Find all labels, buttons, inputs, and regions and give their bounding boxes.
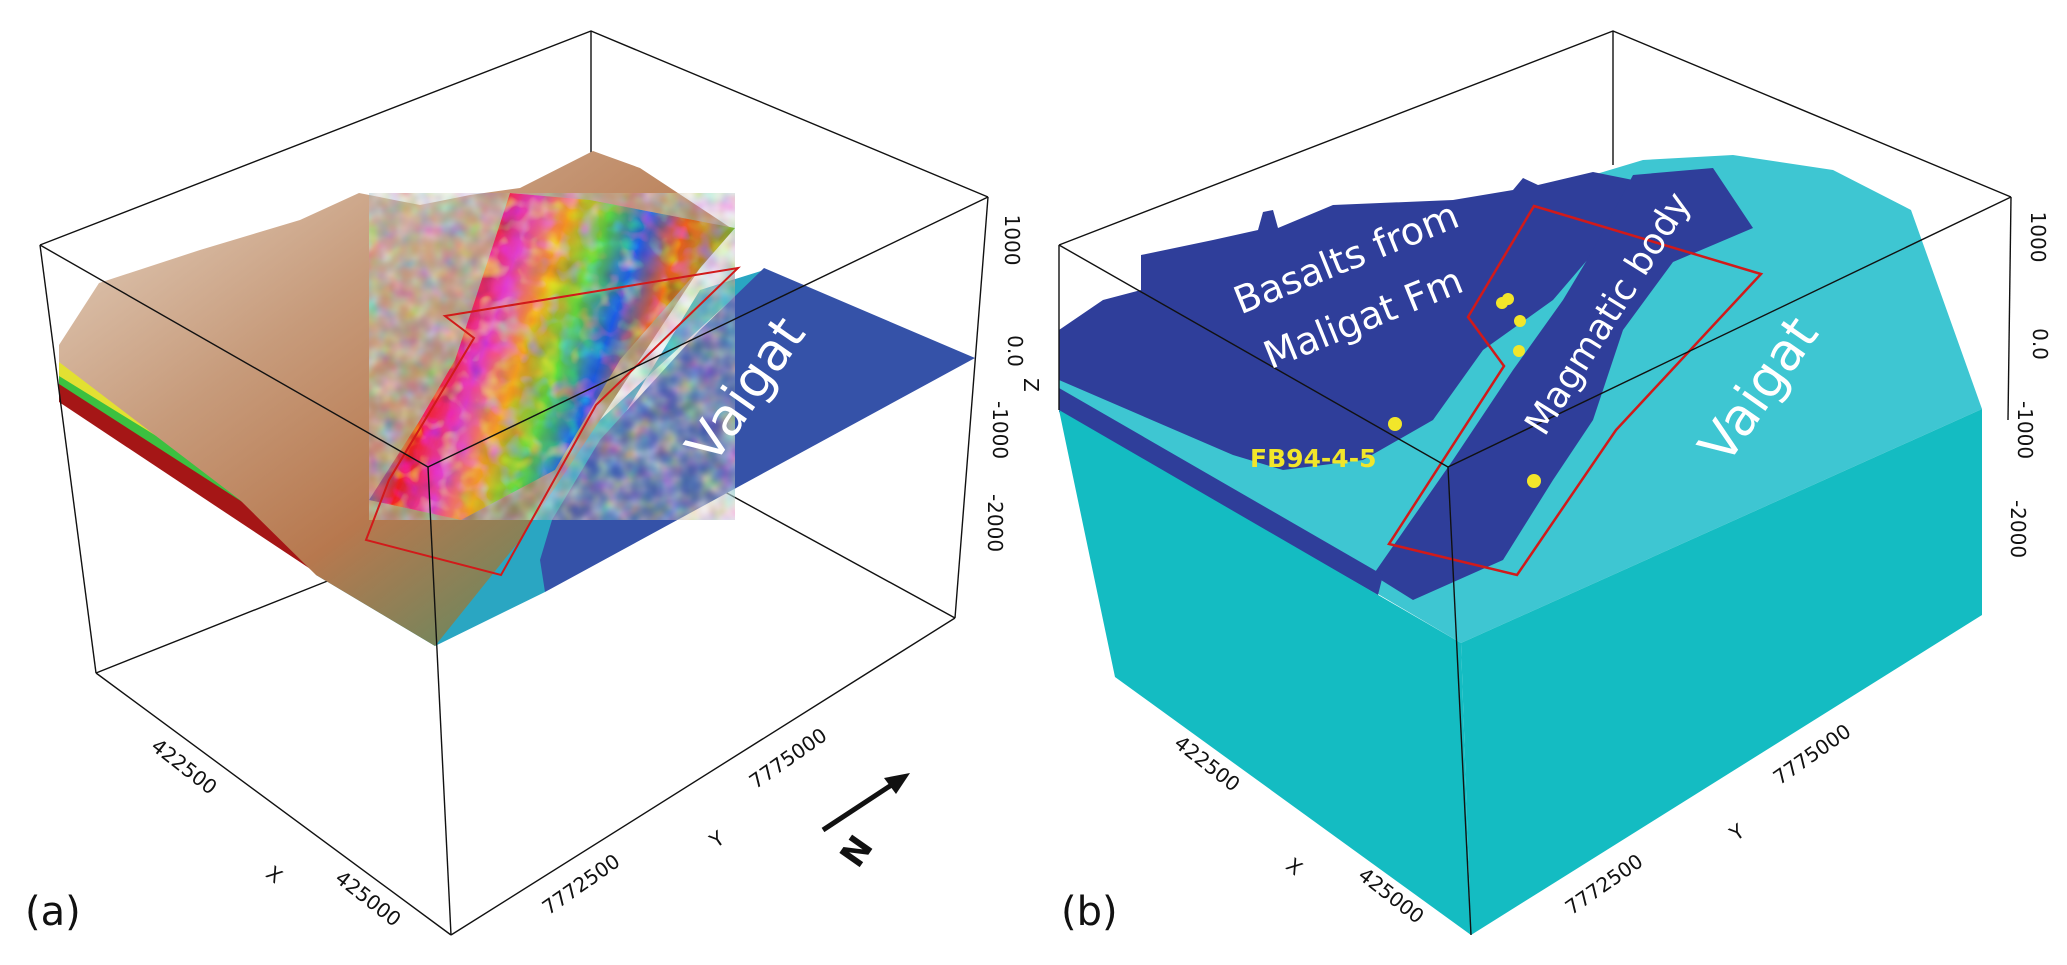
z-tick-label: 1000 [1000,215,1024,266]
z-tick-label: -2000 [2006,500,2030,558]
box-edge [427,196,989,468]
box-edge [95,579,331,674]
y-tick-label: 7772500 [538,849,625,920]
north-label: N [832,829,881,875]
x-tick-label: 425000 [331,866,406,932]
z-tick-label: 0.0 [2028,328,2052,360]
north-arrowhead-icon [884,773,910,794]
north-arrow-icon [821,779,898,833]
box-edge [95,672,452,936]
box-edge [39,244,97,674]
well-point [1502,293,1514,305]
shallow-shelf [316,270,764,646]
z-tick-label: -1000 [988,401,1012,459]
z-axis-label: Z [1019,378,1043,392]
layer-green [59,376,270,520]
well-point [1527,474,1541,488]
well-points [1388,293,1541,488]
box-edge [450,617,956,936]
magnetic-anomaly-map [369,193,735,520]
box-edge [1058,244,1449,468]
box-edge [427,466,452,936]
box-edge [1058,30,2012,246]
y-axis-label: Y [704,825,729,853]
box-edge [1447,466,1472,936]
basalts-region [1059,172,1633,470]
well-point [1514,315,1526,327]
z-tick-label: 0.0 [1003,335,1027,367]
panel-a: Vaigat 1000 0.0 -1000 -2000 Z 422500 425… [25,30,1043,936]
box-edge [39,30,989,246]
water-plane [540,268,975,592]
box-edge [2007,196,2012,421]
basalt-strip [1059,388,1383,595]
north-arrow: N [821,773,910,875]
well-point [1513,345,1525,357]
z-tick-label: -1000 [2013,401,2037,459]
x-axis-label: X [1282,853,1308,881]
panel-label-b: (b) [1061,889,1118,935]
model-left-face [1059,410,1471,935]
panel-b: Basalts from Maligat Fm Magmatic body Va… [1058,30,2052,936]
box-edge [39,244,429,468]
z-tick-label: -2000 [983,494,1007,552]
x-axis-label: X [262,861,288,889]
model-right-face [1461,409,1982,935]
z-tick-label: 1000 [2026,212,2050,263]
box-edge [724,491,956,619]
magmatic-body-region [1373,168,1753,600]
well-label: FB94-4-5 [1250,444,1376,473]
x-tick-label: 422500 [147,734,222,800]
study-area-outline [364,266,741,577]
box-edge [1447,196,2012,468]
box-edge [954,196,989,619]
well-point [1388,417,1402,431]
panel-label-a: (a) [25,889,81,935]
y-axis-label: Y [1724,818,1749,846]
y-tick-label: 7775000 [745,723,832,794]
